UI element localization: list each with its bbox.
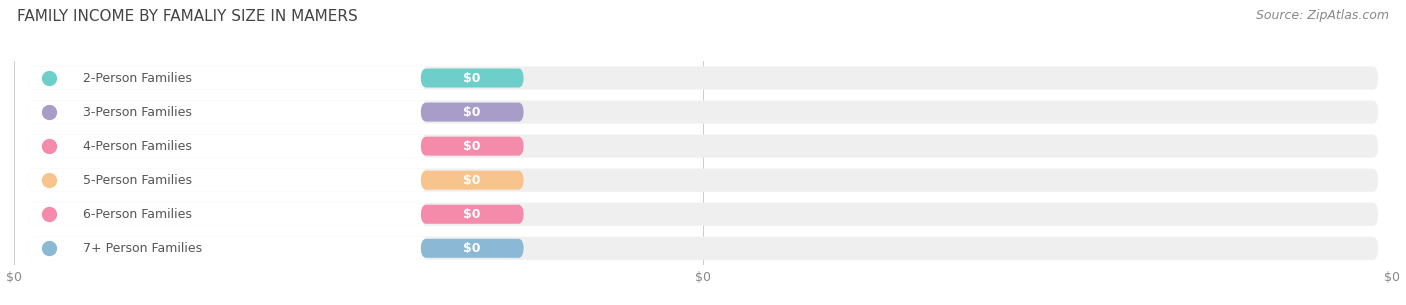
FancyBboxPatch shape — [28, 237, 427, 260]
FancyBboxPatch shape — [28, 135, 1378, 158]
Text: 2-Person Families: 2-Person Families — [83, 72, 191, 84]
Text: 5-Person Families: 5-Person Families — [83, 174, 193, 187]
Text: $0: $0 — [464, 140, 481, 152]
Text: 6-Person Families: 6-Person Families — [83, 208, 191, 221]
FancyBboxPatch shape — [420, 239, 524, 258]
FancyBboxPatch shape — [28, 203, 1378, 226]
FancyBboxPatch shape — [28, 101, 1378, 124]
FancyBboxPatch shape — [420, 102, 524, 122]
FancyBboxPatch shape — [28, 66, 427, 90]
Text: $0: $0 — [464, 106, 481, 119]
FancyBboxPatch shape — [28, 237, 1378, 260]
FancyBboxPatch shape — [420, 171, 524, 190]
FancyBboxPatch shape — [28, 101, 427, 124]
FancyBboxPatch shape — [28, 169, 1378, 192]
Text: $0: $0 — [464, 242, 481, 255]
Text: 4-Person Families: 4-Person Families — [83, 140, 191, 152]
FancyBboxPatch shape — [28, 135, 427, 158]
Text: FAMILY INCOME BY FAMALIY SIZE IN MAMERS: FAMILY INCOME BY FAMALIY SIZE IN MAMERS — [17, 9, 357, 24]
FancyBboxPatch shape — [420, 205, 524, 224]
Text: $0: $0 — [464, 72, 481, 84]
Text: $0: $0 — [464, 208, 481, 221]
FancyBboxPatch shape — [420, 137, 524, 156]
FancyBboxPatch shape — [28, 203, 427, 226]
FancyBboxPatch shape — [420, 69, 524, 88]
Text: Source: ZipAtlas.com: Source: ZipAtlas.com — [1256, 9, 1389, 22]
FancyBboxPatch shape — [28, 169, 427, 192]
Text: 3-Person Families: 3-Person Families — [83, 106, 191, 119]
FancyBboxPatch shape — [28, 66, 1378, 90]
Text: $0: $0 — [464, 174, 481, 187]
Text: 7+ Person Families: 7+ Person Families — [83, 242, 202, 255]
